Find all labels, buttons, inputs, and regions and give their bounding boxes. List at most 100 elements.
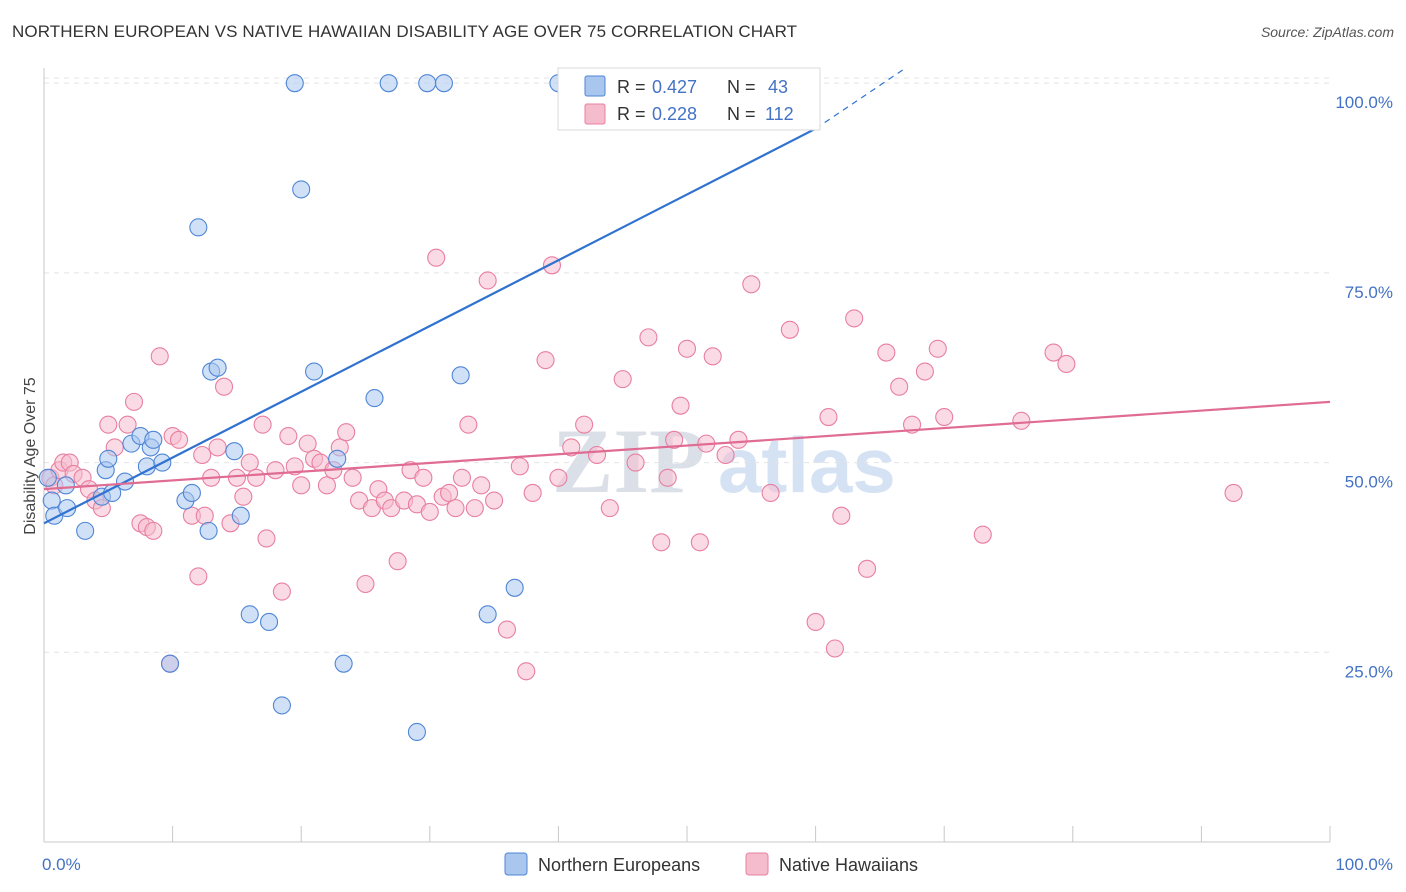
point-native-hawaiians: [587, 445, 607, 465]
point-native-hawaiians: [832, 506, 851, 525]
point-native-hawaiians: [144, 521, 163, 540]
stats-n-label-2: N =: [727, 104, 756, 124]
y-tick-label: 25.0%: [1345, 662, 1393, 681]
point-northern-europeans: [225, 442, 244, 461]
point-native-hawaiians: [193, 445, 212, 465]
point-northern-europeans: [208, 358, 227, 377]
point-northern-europeans: [144, 430, 163, 449]
point-native-hawaiians: [915, 362, 934, 381]
point-northern-europeans: [305, 362, 324, 381]
x-ticks: [43, 826, 1331, 842]
point-native-hawaiians: [285, 457, 304, 476]
legend-swatch-native-hawaiians: [745, 852, 769, 876]
point-native-hawaiians: [890, 377, 909, 396]
point-native-hawaiians: [414, 468, 433, 487]
point-native-hawaiians: [356, 574, 375, 594]
stats-swatch-native-hawaiians: [584, 103, 606, 125]
point-native-hawaiians: [780, 320, 799, 339]
point-native-hawaiians: [253, 415, 272, 434]
point-native-hawaiians: [1224, 483, 1243, 502]
point-northern-europeans: [99, 449, 118, 468]
point-northern-europeans: [292, 180, 311, 199]
point-native-hawaiians: [523, 483, 542, 502]
point-native-hawaiians: [613, 370, 632, 389]
stats-r-label-2: R =: [617, 104, 646, 124]
series-legend: Northern Europeans Native Hawaiians: [504, 852, 918, 876]
chart-title: NORTHERN EUROPEAN VS NATIVE HAWAIIAN DIS…: [12, 22, 798, 41]
point-native-hawaiians: [452, 468, 472, 487]
point-native-hawaiians: [420, 502, 439, 521]
point-native-hawaiians: [729, 430, 748, 449]
point-native-hawaiians: [819, 408, 838, 427]
trend-line-northern-europeans-extension: [815, 67, 906, 130]
stats-r-label-1: R =: [617, 77, 646, 97]
point-native-hawaiians: [279, 426, 298, 446]
point-northern-europeans: [434, 74, 453, 93]
point-native-hawaiians: [652, 533, 671, 552]
stats-r-value-1: 0.427: [652, 77, 697, 97]
legend-swatch-northern-europeans: [504, 852, 528, 876]
point-native-hawaiians: [742, 275, 761, 294]
point-native-hawaiians: [517, 662, 536, 681]
point-native-hawaiians: [234, 487, 253, 506]
point-native-hawaiians: [690, 533, 709, 552]
stats-n-value-1: 43: [768, 77, 788, 97]
point-native-hawaiians: [825, 639, 844, 658]
point-native-hawaiians: [427, 248, 446, 267]
point-native-hawaiians: [227, 468, 246, 487]
stats-swatch-northern-europeans: [584, 75, 606, 97]
point-northern-europeans: [259, 612, 279, 631]
watermark-atlas: atlas: [718, 421, 896, 509]
point-native-hawaiians: [247, 468, 266, 487]
point-native-hawaiians: [440, 483, 459, 502]
point-northern-europeans: [199, 521, 218, 540]
point-northern-europeans: [38, 468, 57, 487]
legend-label-native-hawaiians: Native Hawaiians: [779, 855, 918, 875]
point-northern-europeans: [182, 483, 201, 502]
point-native-hawaiians: [298, 434, 317, 453]
stats-r-value-2: 0.228: [652, 104, 697, 124]
point-northern-europeans: [379, 74, 398, 93]
point-native-hawaiians: [189, 567, 208, 586]
point-native-hawaiians: [761, 483, 780, 502]
point-native-hawaiians: [639, 328, 658, 347]
y-tick-label: 75.0%: [1345, 283, 1393, 302]
point-native-hawaiians: [497, 620, 517, 639]
point-native-hawaiians: [240, 453, 259, 472]
point-native-hawaiians: [485, 491, 504, 510]
point-native-hawaiians: [1044, 343, 1063, 362]
point-native-hawaiians: [195, 506, 214, 525]
point-native-hawaiians: [118, 415, 137, 434]
point-northern-europeans: [231, 506, 250, 525]
y-tick-label: 100.0%: [1335, 93, 1393, 112]
point-native-hawaiians: [257, 529, 276, 548]
point-native-hawaiians: [510, 457, 529, 476]
stats-n-label-1: N =: [727, 77, 756, 97]
point-native-hawaiians: [677, 339, 697, 358]
data-points: [38, 74, 1243, 742]
point-native-hawaiians: [465, 499, 484, 518]
point-northern-europeans: [407, 722, 426, 742]
watermark: ZIP atlas: [552, 410, 896, 512]
point-native-hawaiians: [845, 309, 864, 328]
point-native-hawaiians: [208, 438, 227, 457]
point-native-hawaiians: [600, 499, 619, 518]
x-tick-label-max: 100.0%: [1335, 855, 1393, 874]
point-native-hawaiians: [317, 476, 336, 495]
point-northern-europeans: [418, 74, 437, 93]
point-native-hawaiians: [575, 415, 594, 434]
point-native-hawaiians: [124, 392, 144, 411]
point-northern-europeans: [137, 457, 156, 476]
point-native-hawaiians: [928, 339, 947, 358]
stats-legend: R = 0.427 N = 43 R = 0.228 N = 112: [557, 67, 821, 131]
point-northern-europeans: [56, 476, 75, 495]
point-northern-europeans: [328, 449, 347, 468]
point-native-hawaiians: [459, 415, 478, 434]
point-native-hawaiians: [292, 476, 311, 495]
point-native-hawaiians: [877, 343, 896, 362]
point-northern-europeans: [478, 605, 497, 624]
point-native-hawaiians: [658, 468, 677, 487]
point-northern-europeans: [272, 696, 291, 715]
point-native-hawaiians: [1057, 354, 1076, 373]
trend-lines: [43, 67, 1331, 525]
